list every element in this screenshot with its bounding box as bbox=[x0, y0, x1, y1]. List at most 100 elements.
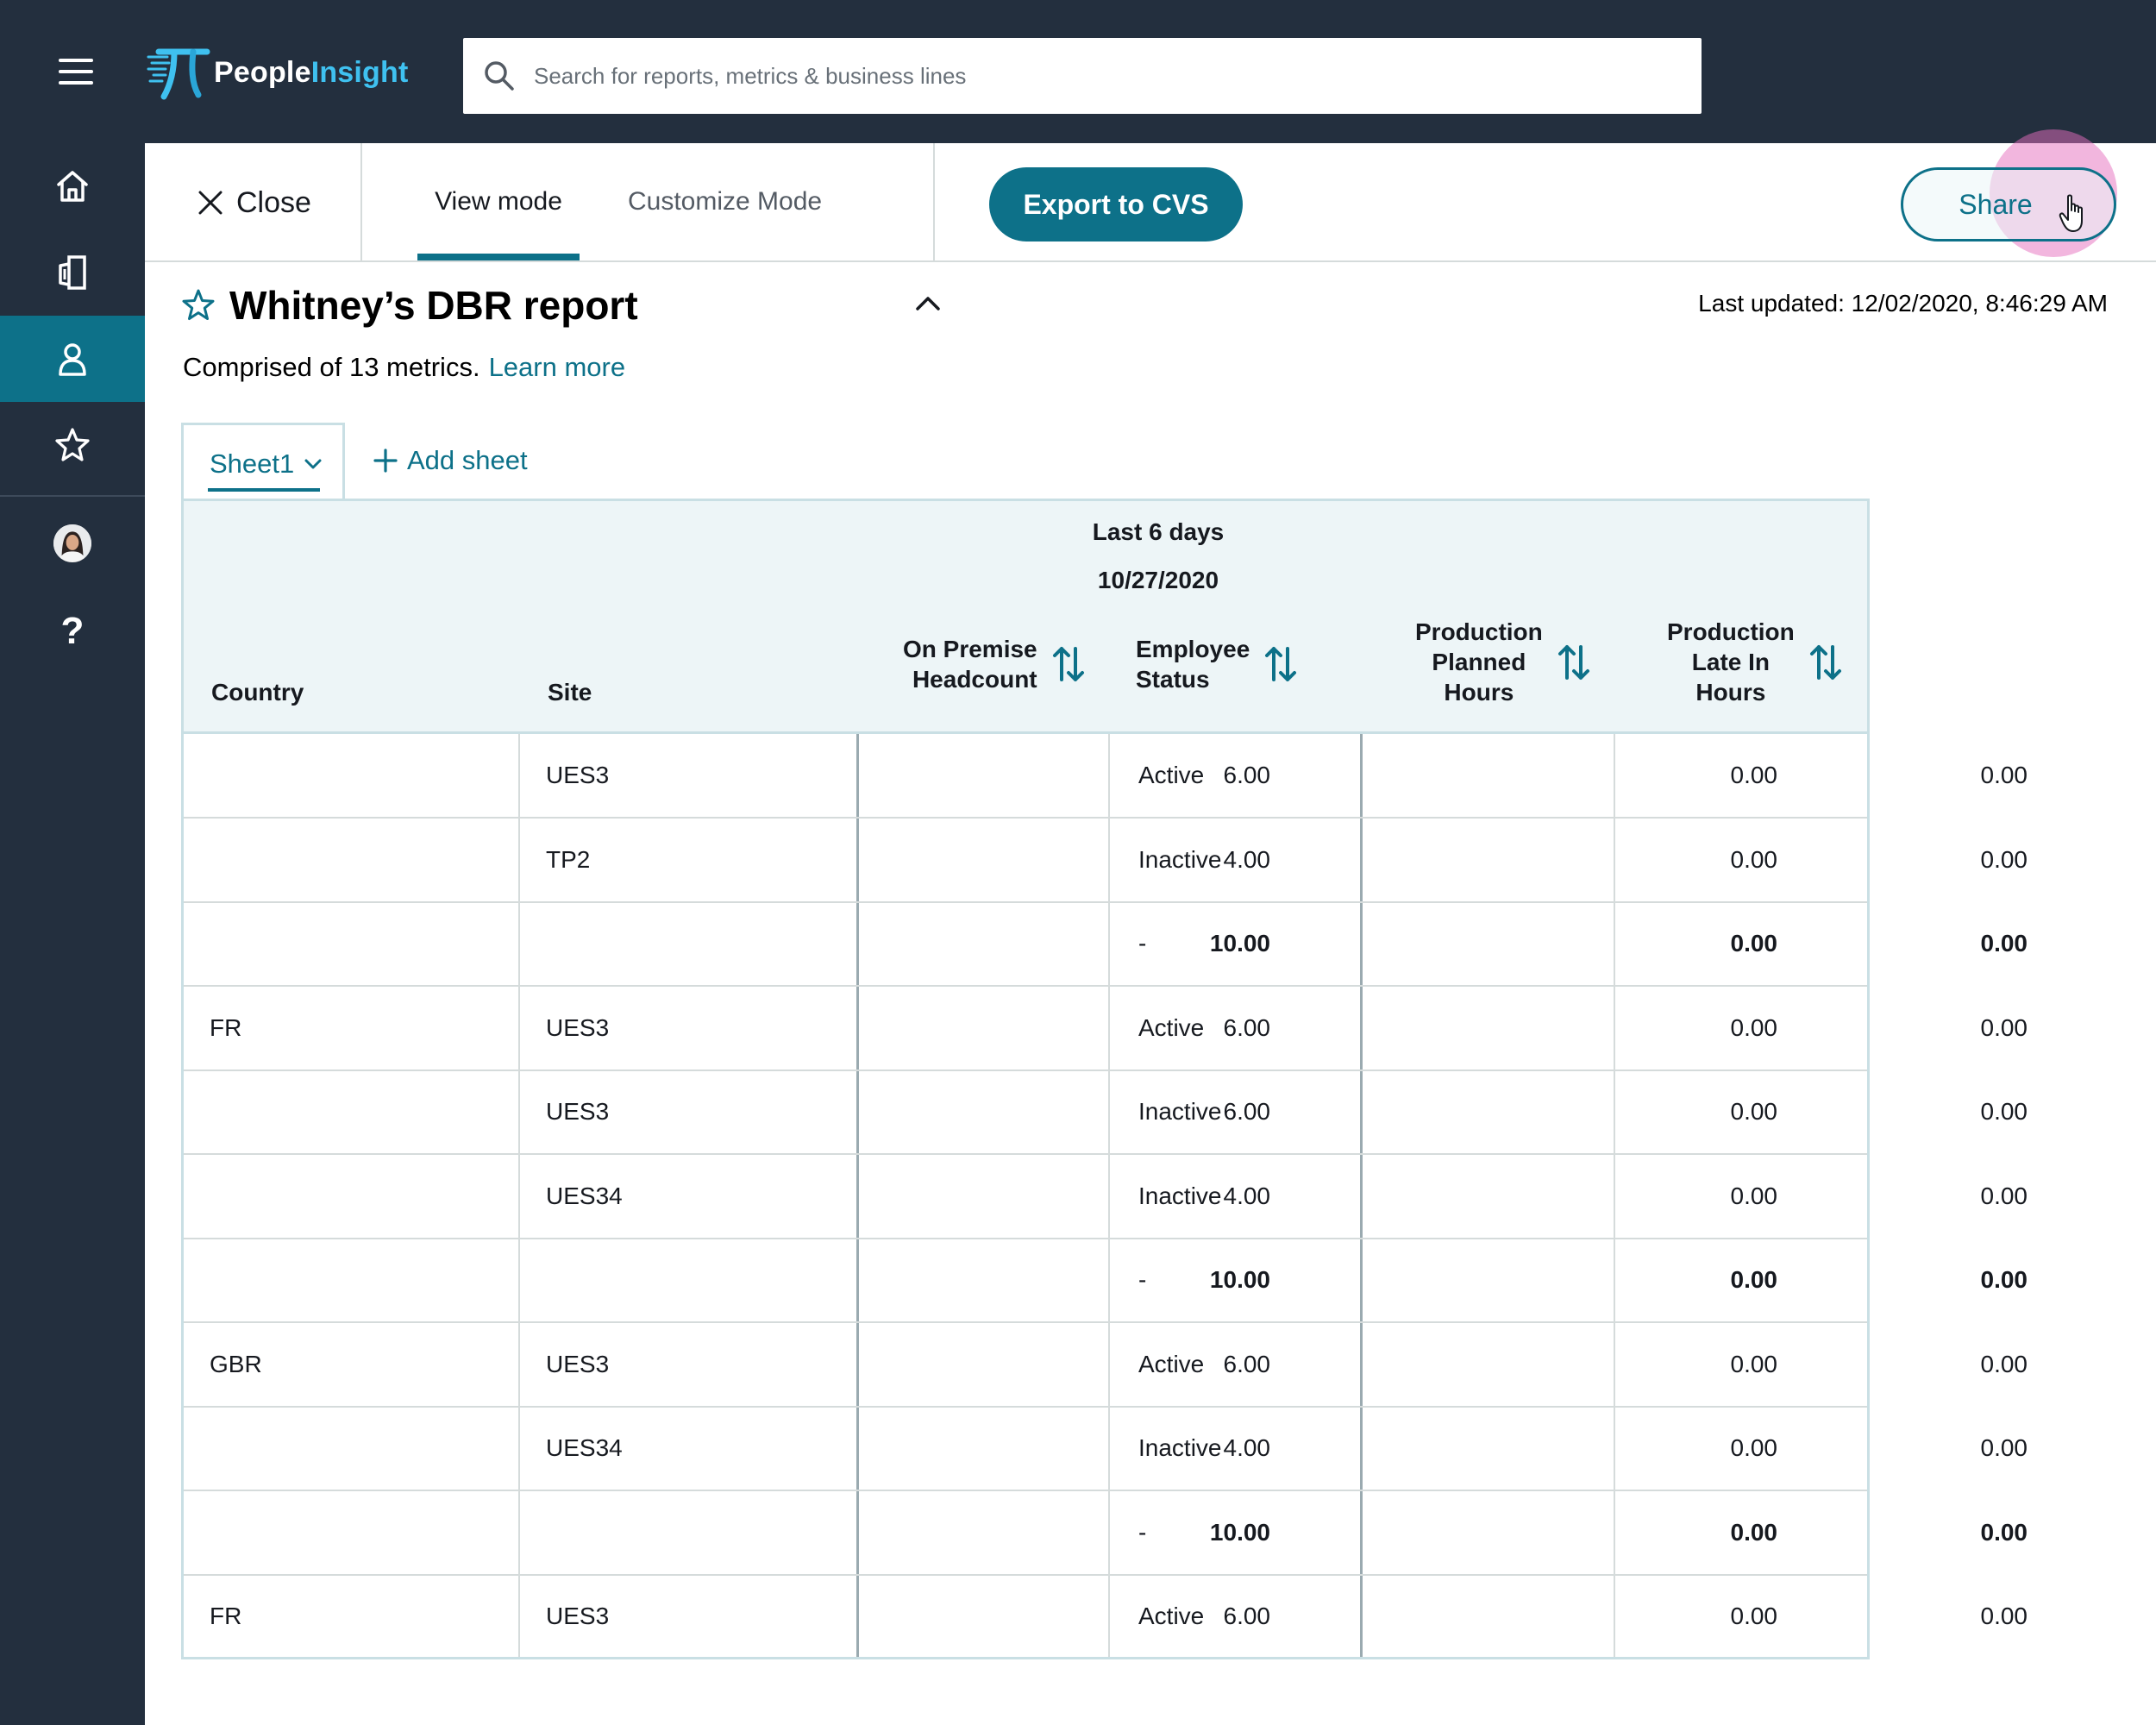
chevron-up-icon[interactable] bbox=[912, 288, 943, 319]
favorite-star-icon[interactable] bbox=[181, 288, 216, 323]
sort-icon[interactable] bbox=[1808, 642, 1843, 683]
cell-site bbox=[546, 902, 856, 985]
table-row: UES34 4.00 Inactive 0.00 0.00 bbox=[184, 1155, 2028, 1239]
cell-country bbox=[210, 902, 503, 985]
search-input[interactable] bbox=[534, 62, 1655, 90]
cell-country: FR bbox=[210, 1014, 242, 1041]
nav-item-people[interactable] bbox=[0, 316, 145, 402]
column-header-label: Headcount bbox=[912, 666, 1037, 693]
column-header-label: Country bbox=[211, 679, 304, 706]
export-button[interactable]: Export to CVS bbox=[989, 167, 1243, 242]
reports-icon bbox=[59, 255, 86, 290]
menu-icon[interactable] bbox=[59, 59, 93, 85]
column-header-label: Late In bbox=[1691, 649, 1770, 675]
table-row-subtotal: 10.00 - 0.00 0.00 bbox=[184, 1239, 2028, 1323]
sort-icon[interactable] bbox=[1263, 643, 1298, 685]
close-icon bbox=[198, 191, 222, 215]
toolbar-divider bbox=[933, 143, 935, 260]
home-icon bbox=[57, 171, 88, 202]
global-search[interactable] bbox=[463, 38, 1702, 114]
cell-headcount: 4.00 bbox=[1223, 1434, 1271, 1461]
sheet-tab-label: Sheet1 bbox=[210, 448, 295, 479]
nav-item-profile[interactable] bbox=[0, 500, 145, 586]
column-header-label: Employee bbox=[1136, 636, 1250, 662]
cell-late-hours: 0.00 bbox=[1980, 1434, 2028, 1461]
column-header-label: Hours bbox=[1444, 679, 1514, 706]
column-header-label: Production bbox=[1415, 618, 1543, 645]
cell-headcount: 6.00 bbox=[1223, 762, 1271, 788]
cell-status: Inactive bbox=[1138, 1434, 1222, 1461]
brand-name-part2: Insight bbox=[310, 55, 409, 89]
cell-site: UES3 bbox=[546, 1098, 610, 1125]
table-row-subtotal: 10.00 - 0.00 0.00 bbox=[184, 902, 2028, 987]
table-row: FR UES3 6.00 Active 0.00 0.00 bbox=[184, 1575, 2028, 1659]
app-logo[interactable]: PeopleInsight bbox=[147, 45, 409, 100]
period-date: 10/27/2020 bbox=[1097, 567, 1219, 593]
cell-status: Active bbox=[1138, 1014, 1205, 1041]
cell-site: UES3 bbox=[546, 1603, 610, 1629]
period-label: Last 6 days bbox=[1092, 518, 1225, 545]
table-row: UES3 6.00 Inactive 0.00 0.00 bbox=[184, 1070, 2028, 1155]
cell-status: - bbox=[1138, 1519, 1147, 1546]
person-icon bbox=[59, 343, 86, 376]
column-divider bbox=[1360, 734, 1363, 1657]
cell-late-hours: 0.00 bbox=[1980, 1098, 2028, 1125]
cell-country bbox=[210, 734, 503, 817]
cell-country bbox=[210, 1407, 503, 1490]
cell-headcount: 10.00 bbox=[1209, 1519, 1270, 1546]
nav-item-home[interactable] bbox=[0, 143, 145, 229]
column-divider bbox=[518, 734, 520, 1657]
cell-late-hours: 0.00 bbox=[1980, 1182, 2028, 1209]
cell-country bbox=[210, 1070, 503, 1153]
share-button[interactable]: Share bbox=[1901, 167, 2116, 242]
cell-site: UES34 bbox=[546, 1434, 623, 1461]
nav-item-help[interactable]: ? bbox=[0, 588, 145, 674]
cell-country bbox=[210, 1155, 503, 1238]
close-label: Close bbox=[236, 185, 311, 219]
cell-planned-hours: 0.00 bbox=[1730, 1014, 1778, 1041]
add-sheet-button[interactable]: Add sheet bbox=[373, 436, 528, 485]
column-header-headcount: On Premise Headcount bbox=[903, 634, 1086, 694]
cell-planned-hours: 0.00 bbox=[1730, 1519, 1778, 1546]
report-title: Whitney’s DBR report bbox=[229, 283, 638, 328]
sort-icon[interactable] bbox=[1051, 643, 1086, 685]
nav-item-favorites[interactable] bbox=[0, 402, 145, 488]
table-row: TP2 4.00 Inactive 0.00 0.00 bbox=[184, 819, 2028, 903]
cell-headcount: 10.00 bbox=[1209, 930, 1270, 957]
report-table: Last 6 days 10/27/2020 Country Site On P… bbox=[181, 499, 2028, 1659]
learn-more-link[interactable]: Learn more bbox=[488, 352, 626, 382]
help-icon: ? bbox=[60, 610, 85, 652]
cell-country: GBR bbox=[210, 1351, 262, 1377]
tab-view-mode[interactable]: View mode bbox=[417, 143, 580, 260]
cell-headcount: 4.00 bbox=[1223, 846, 1271, 873]
cell-site: UES3 bbox=[546, 762, 610, 788]
cell-late-hours: 0.00 bbox=[1980, 846, 2028, 873]
brand-name-part1: People bbox=[214, 55, 311, 89]
table-row: GBR UES3 6.00 Active 0.00 0.00 bbox=[184, 1323, 2028, 1408]
cell-country bbox=[210, 1239, 503, 1321]
column-header-label: Site bbox=[548, 679, 592, 706]
left-nav: ? bbox=[0, 143, 145, 1725]
tab-customize-mode[interactable]: Customize Mode bbox=[628, 187, 823, 216]
nav-item-reports[interactable] bbox=[0, 229, 145, 316]
cell-status: Inactive bbox=[1138, 846, 1222, 873]
close-button[interactable]: Close bbox=[197, 178, 311, 228]
cell-status: Active bbox=[1138, 1351, 1205, 1377]
cell-site: UES34 bbox=[546, 1182, 623, 1209]
sheet-tab-sheet1[interactable]: Sheet1 bbox=[181, 423, 345, 502]
cell-site: TP2 bbox=[546, 846, 591, 873]
cell-planned-hours: 0.00 bbox=[1730, 1098, 1778, 1125]
chevron-down-icon bbox=[304, 459, 322, 468]
sort-icon[interactable] bbox=[1557, 642, 1591, 683]
cell-headcount: 4.00 bbox=[1223, 1182, 1271, 1209]
cell-country: FR bbox=[210, 1603, 242, 1629]
column-header-planned-hours: Production Planned Hours bbox=[1415, 617, 1591, 707]
metrics-count-text: Comprised of 13 metrics. bbox=[183, 352, 480, 382]
nav-divider bbox=[0, 495, 145, 497]
pi-logo-icon bbox=[147, 48, 210, 100]
avatar bbox=[53, 524, 91, 562]
cell-status: Inactive bbox=[1138, 1182, 1222, 1209]
cell-planned-hours: 0.00 bbox=[1730, 1434, 1778, 1461]
table-header: Last 6 days 10/27/2020 Country Site On P… bbox=[184, 501, 1867, 734]
table-row-subtotal: 10.00 - 0.00 0.00 bbox=[184, 1491, 2028, 1576]
